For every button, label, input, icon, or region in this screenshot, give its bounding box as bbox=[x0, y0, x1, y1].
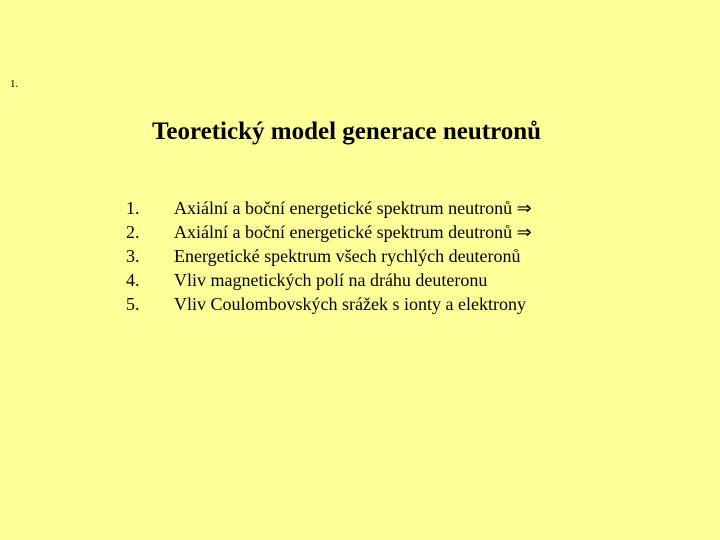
list-item-number: 5. bbox=[126, 294, 174, 315]
list-item-text: Axiální a boční energetické spektrum deu… bbox=[174, 222, 532, 243]
list-item-text: Vliv Coulombovských srážek s ionty a ele… bbox=[174, 294, 526, 315]
list-item: 3. Energetické spektrum všech rychlých d… bbox=[126, 246, 532, 267]
list-item: 5. Vliv Coulombovských srážek s ionty a … bbox=[126, 294, 532, 315]
outline-list: 1. Axiální a boční energetické spektrum … bbox=[126, 198, 532, 318]
list-item: 4. Vliv magnetických polí na dráhu deute… bbox=[126, 270, 532, 291]
list-item-text: Axiální a boční energetické spektrum neu… bbox=[174, 198, 532, 219]
list-item-number: 2. bbox=[126, 222, 174, 243]
list-item-text: Vliv magnetických polí na dráhu deuteron… bbox=[174, 270, 487, 291]
list-item-number: 4. bbox=[126, 270, 174, 291]
list-item: 2. Axiální a boční energetické spektrum … bbox=[126, 222, 532, 243]
list-item: 1. Axiální a boční energetické spektrum … bbox=[126, 198, 532, 219]
list-item-text: Energetické spektrum všech rychlých deut… bbox=[174, 246, 521, 267]
list-item-number: 1. bbox=[126, 198, 174, 219]
list-item-number: 3. bbox=[126, 246, 174, 267]
slide-number-marker: 1. bbox=[10, 78, 18, 90]
slide-title: Teoretický model generace neutronů bbox=[152, 118, 541, 146]
